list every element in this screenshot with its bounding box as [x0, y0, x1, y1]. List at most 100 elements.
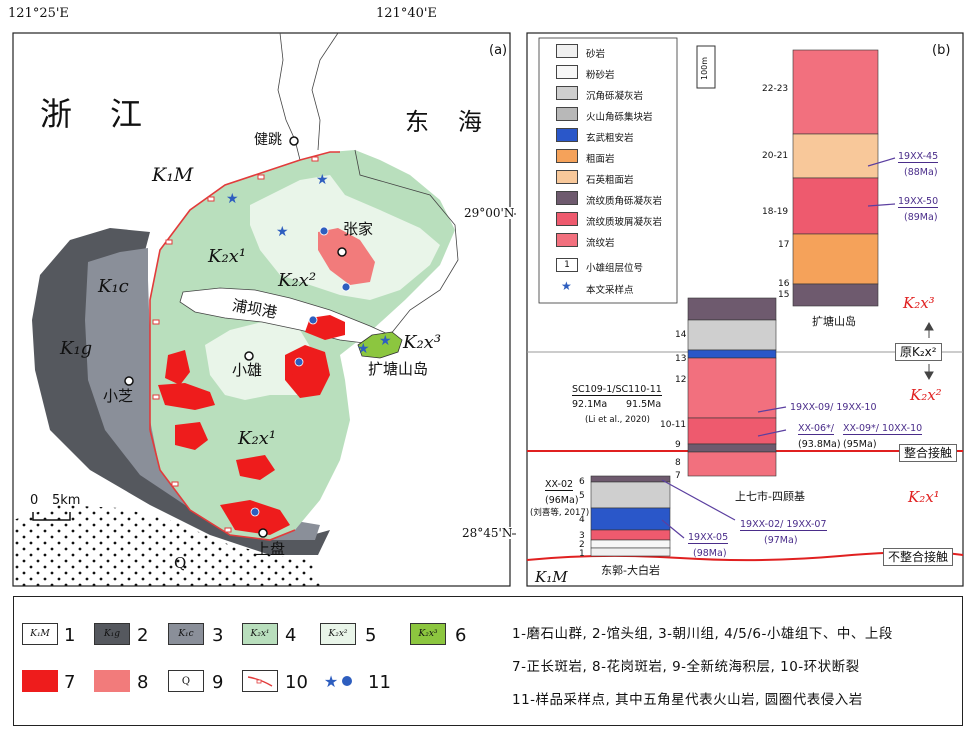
circle-icon: [342, 676, 353, 686]
syenite-body: [175, 422, 208, 450]
legend-description-1: 1-磨石山群, 2-馆头组, 3-朝川组, 4/5/6-小雄组下、中、上段: [512, 626, 893, 642]
sea-label-dong: 东: [405, 108, 429, 136]
sample-age: (97Ma): [764, 535, 798, 546]
legend-label: 粉砂岩: [586, 70, 615, 81]
sample-id: XX-02: [545, 479, 574, 491]
unit-k1m-map: K₁M: [152, 164, 194, 186]
panel-a-label: (a): [489, 43, 508, 58]
layer-number: 12: [675, 375, 687, 385]
layer-number: 7: [675, 471, 681, 481]
ring-fault: [149, 151, 340, 430]
sample-age: (93.8Ma): [798, 439, 841, 450]
scale-zero: 0: [30, 493, 39, 508]
legend-number: 9: [212, 672, 224, 693]
town-marker: [289, 136, 299, 146]
layer-number: 14: [675, 330, 687, 340]
sample-ref: (Li et al., 2020): [585, 415, 651, 425]
scale-length: 5km: [52, 493, 81, 508]
contact-conformable: 整合接触: [899, 444, 958, 462]
layer-number: 22-23: [762, 84, 789, 94]
syenite-body: [236, 455, 275, 480]
province-label-zhe: 浙: [40, 95, 73, 133]
legend-box-label: K₁g: [103, 629, 121, 639]
lat-bottom-label: 28°45'N: [462, 526, 513, 540]
q-alluvium-area: [13, 505, 320, 586]
sample-circle: [341, 282, 351, 292]
legend-label: 砂岩: [586, 49, 606, 60]
place-xiaozhi: 小芝: [103, 387, 134, 405]
legend-swatch: [556, 212, 578, 226]
legend-swatch: [556, 65, 578, 79]
layer-number: 10-11: [660, 420, 687, 430]
place-xiaoxiong: 小雄: [232, 361, 263, 379]
caption-kuotang: 扩塘山岛: [812, 315, 856, 328]
legend-number: 5: [365, 625, 377, 646]
unit-k2x2-map: K₂x²: [278, 270, 317, 291]
lat-top-label: 29°00'N: [464, 206, 515, 220]
layer-number: 16: [778, 279, 790, 289]
syenite-body: [292, 372, 300, 388]
legend-box-label: K₁c: [178, 629, 194, 639]
sample-age: (95Ma): [843, 439, 877, 450]
sea-coast: [354, 149, 459, 336]
zone-k2x2: K₂x²: [910, 386, 942, 404]
legend-box-k1m: K₁M: [22, 623, 58, 645]
legend-number: 8: [137, 672, 149, 693]
layer-number: 2: [579, 540, 585, 550]
legend-box-label: K₂x³: [418, 629, 438, 639]
legend-label: 流纹岩: [586, 238, 615, 249]
star-icon: ★: [323, 671, 339, 691]
unit-k1g-map: K₁g: [60, 338, 93, 359]
legend-number: 3: [212, 625, 224, 646]
caption-donguo: 东郭-大白岩: [601, 564, 660, 577]
sample-circle: [250, 507, 260, 517]
zone-orig-k2x2: 原K₂x²: [895, 343, 942, 361]
scale-bar-label: 100m: [700, 56, 709, 80]
sample-circle: [308, 315, 318, 325]
legend-box-q: Q: [168, 670, 204, 692]
k2x3-island: [357, 331, 403, 359]
layer-number: 5: [579, 491, 585, 501]
legend-box-label: K₂x¹: [250, 629, 270, 639]
sample-circles: [250, 226, 351, 517]
legend-label: 火山角砾集块岩: [586, 112, 653, 123]
town-markers: [124, 136, 347, 538]
column-kuotang: [792, 49, 879, 307]
base-unit-k1m: K₁M: [535, 568, 568, 586]
panel-b-label: (b): [932, 43, 951, 58]
sample-star: ★: [316, 172, 329, 188]
sample-star: ★: [226, 191, 239, 207]
layer-number: 13: [675, 354, 687, 364]
legend-label: 本文采样点: [586, 285, 634, 296]
legend-label: 沉角砾凝灰岩: [586, 91, 644, 102]
place-zhangjia: 张家: [343, 220, 374, 238]
zone-k2x1: K₂x¹: [908, 488, 940, 506]
unit-q-map: Q: [174, 554, 187, 572]
layer-number: 18-19: [762, 207, 789, 217]
legend-box-k2x3: K₂x³: [410, 623, 446, 645]
layer-number: 3: [579, 531, 585, 541]
syenite-body: [165, 350, 190, 385]
town-marker: [337, 247, 347, 257]
star-icon: ★: [561, 279, 572, 293]
legend-box-granite: [94, 670, 130, 692]
place-shangpan: 上盘: [255, 540, 286, 558]
legend-swatch: [556, 170, 578, 184]
sample-id: XX-06*/: [798, 423, 835, 435]
legend-label: 流纹质玻屑凝灰岩: [586, 217, 663, 228]
legend-swatch: [556, 107, 578, 121]
column-donguo: [590, 475, 671, 557]
layer-number: 15: [778, 290, 790, 300]
sample-star: ★: [276, 224, 289, 240]
caption-shangqishi: 上七市-四顾基: [735, 490, 805, 503]
legend-description-3: 11-样品采样点, 其中五角星代表火山岩, 圆圈代表侵入岩: [512, 692, 863, 708]
sample-id: 19XX-02/ 19XX-07: [740, 519, 827, 531]
syenite-porphyry-bodies: [158, 315, 345, 535]
legend-number: 11: [368, 672, 391, 693]
unit-k1c-map: K₁c: [98, 276, 129, 297]
sample-age: 91.5Ma: [626, 399, 662, 410]
lon-left-label: 121°25'E: [8, 6, 69, 21]
scale-bar: [32, 512, 71, 521]
zone-k2x3: K₂x³: [903, 294, 935, 312]
ring-fault-ticks: [152, 156, 319, 533]
